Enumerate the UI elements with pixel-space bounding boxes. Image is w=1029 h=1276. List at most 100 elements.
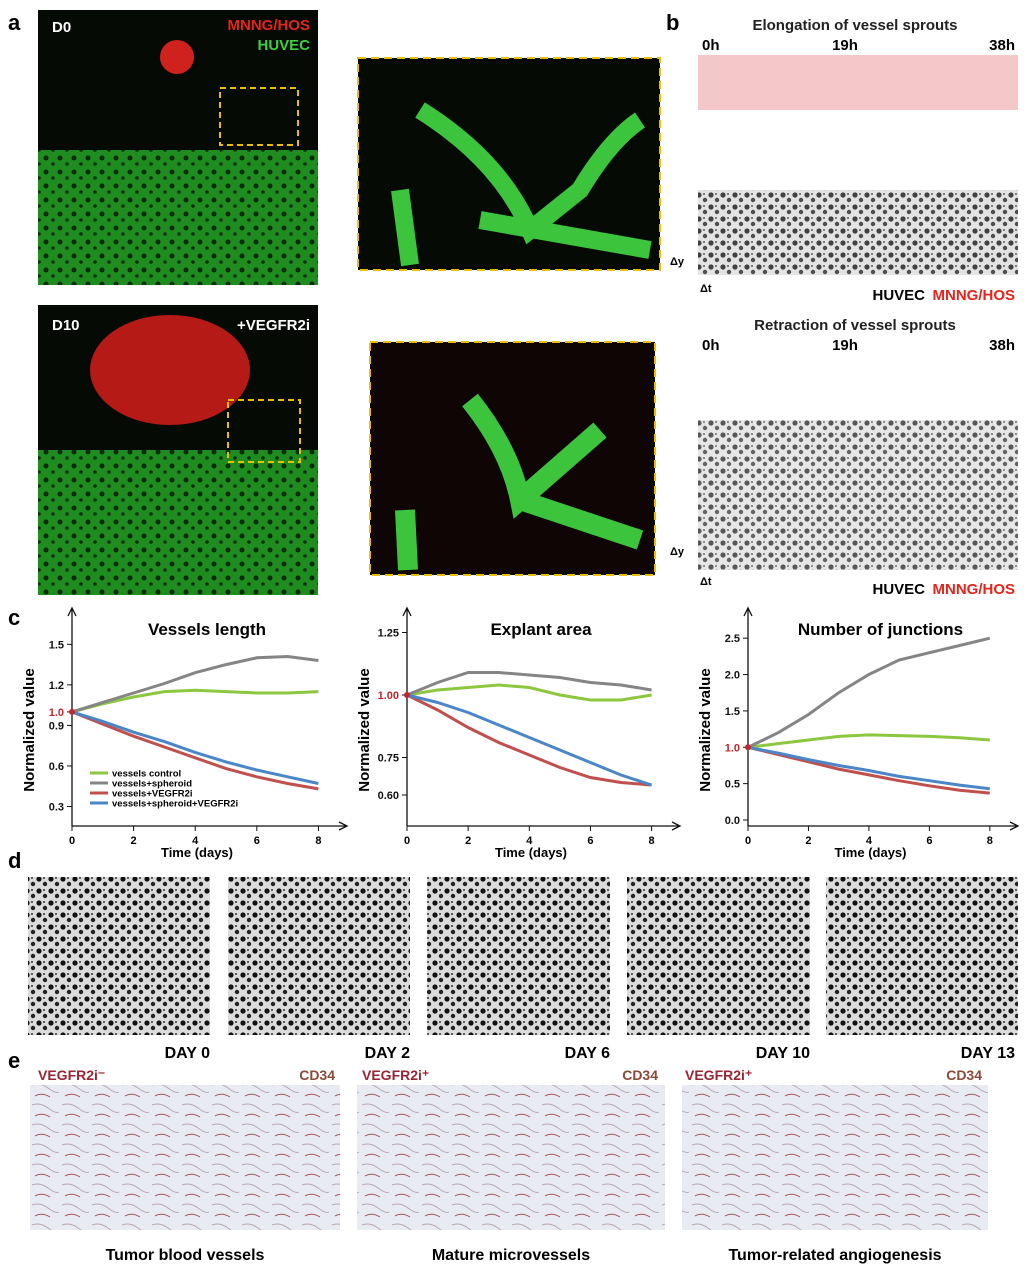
x-tick-label: 2 bbox=[131, 835, 137, 847]
micrograph bbox=[427, 877, 610, 1035]
chart-title: Number of junctions bbox=[798, 620, 963, 639]
marker: CD34 bbox=[622, 1067, 658, 1083]
panel-letter: a bbox=[8, 10, 21, 35]
condition: VEGFR2i⁺ bbox=[362, 1067, 429, 1083]
day-label: DAY 2 bbox=[365, 1045, 410, 1062]
vessel bbox=[391, 102, 652, 267]
time: 19h bbox=[832, 37, 858, 54]
vessel-network bbox=[38, 150, 318, 285]
label: +VEGFR2i bbox=[237, 317, 310, 334]
label: HUVEC bbox=[872, 287, 925, 304]
series-line bbox=[406, 671, 652, 697]
x-tick-label: 2 bbox=[465, 835, 471, 847]
x-tick-label: 2 bbox=[805, 835, 811, 847]
vessel bbox=[395, 393, 644, 571]
y-tick-label: 1.25 bbox=[378, 628, 399, 640]
panel-b: b Elongation of vessel sprouts 0h 19h 38… bbox=[666, 10, 1018, 598]
chart-title: Vessels length bbox=[148, 620, 266, 639]
y-axis-label: Normalized value bbox=[356, 668, 373, 791]
day-label: DAY 6 bbox=[565, 1045, 610, 1062]
day-label: DAY 10 bbox=[756, 1045, 810, 1062]
micrograph bbox=[627, 877, 810, 1035]
day-label: DAY 0 bbox=[165, 1045, 210, 1062]
y-tick-label: 1.2 bbox=[49, 680, 64, 692]
micrograph bbox=[826, 877, 1018, 1035]
y-tick-label: 0.0 bbox=[725, 815, 740, 827]
x-tick-label: 6 bbox=[587, 835, 593, 847]
panel-letter: e bbox=[8, 1048, 20, 1073]
y-tick-label: 0.5 bbox=[725, 779, 740, 791]
time: 0h bbox=[702, 37, 720, 54]
y-tick-label: 2.5 bbox=[725, 633, 740, 645]
series-line bbox=[747, 636, 991, 749]
axis bbox=[743, 606, 1020, 831]
series-line bbox=[71, 654, 319, 714]
micrograph bbox=[28, 877, 210, 1035]
x-tick-label: 6 bbox=[254, 835, 260, 847]
x-tick-label: 8 bbox=[315, 835, 321, 847]
panel-d: d DAY 0 DAY 2 DAY 6 DAY 10 DAY 13 bbox=[8, 848, 1018, 1062]
panel-e: e VEGFR2i⁻ CD34 VEGFR2i⁺ CD34 VEGFR2i⁺ C… bbox=[8, 1048, 988, 1264]
condition: VEGFR2i⁺ bbox=[685, 1067, 752, 1083]
label: MNNG/HOS bbox=[228, 17, 311, 34]
tumor bbox=[90, 315, 250, 425]
marker: CD34 bbox=[946, 1067, 982, 1083]
x-tick-label: 0 bbox=[745, 835, 751, 847]
y-tick-label: 2.0 bbox=[725, 670, 740, 682]
axis bbox=[402, 606, 682, 831]
series-line bbox=[406, 683, 652, 702]
kymograph bbox=[698, 190, 1018, 275]
label: D10 bbox=[52, 317, 80, 334]
caption: Tumor blood vessels bbox=[106, 1247, 265, 1264]
x-tick-label: 4 bbox=[866, 835, 873, 847]
kymograph bbox=[698, 55, 1018, 110]
marker: CD34 bbox=[299, 1067, 335, 1083]
condition: VEGFR2i⁻ bbox=[38, 1067, 105, 1083]
x-tick-label: 4 bbox=[192, 835, 199, 847]
x-tick-label: 0 bbox=[404, 835, 410, 847]
label: HUVEC bbox=[257, 37, 310, 54]
title: Retraction of vessel sprouts bbox=[754, 317, 956, 334]
micrograph bbox=[682, 1085, 988, 1230]
y-tick-label: 0.3 bbox=[49, 801, 64, 813]
axis-label: Δy bbox=[670, 546, 685, 558]
legend-label: vessels control bbox=[112, 769, 181, 780]
series-line bbox=[406, 693, 652, 787]
caption: Mature microvessels bbox=[432, 1247, 590, 1264]
label: MNNG/HOS bbox=[933, 287, 1016, 304]
series-line bbox=[747, 733, 990, 749]
x-axis-label: Time (days) bbox=[161, 845, 233, 860]
legend-label: vessels+VEGFR2i bbox=[112, 789, 193, 800]
micrograph bbox=[228, 877, 410, 1035]
origin-dot bbox=[745, 744, 751, 751]
kymograph bbox=[698, 420, 1018, 570]
legend-label: vessels+spheroid bbox=[112, 779, 192, 790]
panel-letter: d bbox=[8, 848, 21, 873]
panel-a: a D0 MNNG/HOS HUVEC D10 +VEGFR2i bbox=[8, 10, 661, 595]
axis-label: Δy bbox=[670, 256, 685, 268]
legend-label: vessels+spheroid+VEGFR2i bbox=[112, 799, 238, 810]
label: D0 bbox=[52, 19, 71, 36]
y-tick-label: 0.75 bbox=[378, 753, 399, 765]
series-line bbox=[71, 688, 319, 714]
series-line bbox=[747, 745, 990, 791]
axis-label: Δt bbox=[700, 283, 712, 295]
series-line bbox=[406, 693, 653, 787]
y-tick-label: 0.60 bbox=[378, 790, 399, 802]
panel-letter: b bbox=[666, 10, 679, 35]
y-tick-label: 1.5 bbox=[49, 639, 64, 651]
zoom-box bbox=[219, 87, 299, 146]
time: 19h bbox=[832, 337, 858, 354]
micrograph bbox=[30, 1085, 340, 1230]
x-axis-label: Time (days) bbox=[834, 845, 906, 860]
x-tick-label: 6 bbox=[926, 835, 932, 847]
time: 0h bbox=[702, 337, 720, 354]
y-tick-label: 0.6 bbox=[49, 761, 64, 773]
origin-dot bbox=[404, 692, 410, 698]
x-tick-label: 4 bbox=[526, 835, 533, 847]
y-tick-label: 1.00 bbox=[378, 690, 399, 702]
label: HUVEC bbox=[872, 581, 925, 598]
micrograph bbox=[357, 1085, 665, 1230]
x-axis-label: Time (days) bbox=[495, 845, 567, 860]
